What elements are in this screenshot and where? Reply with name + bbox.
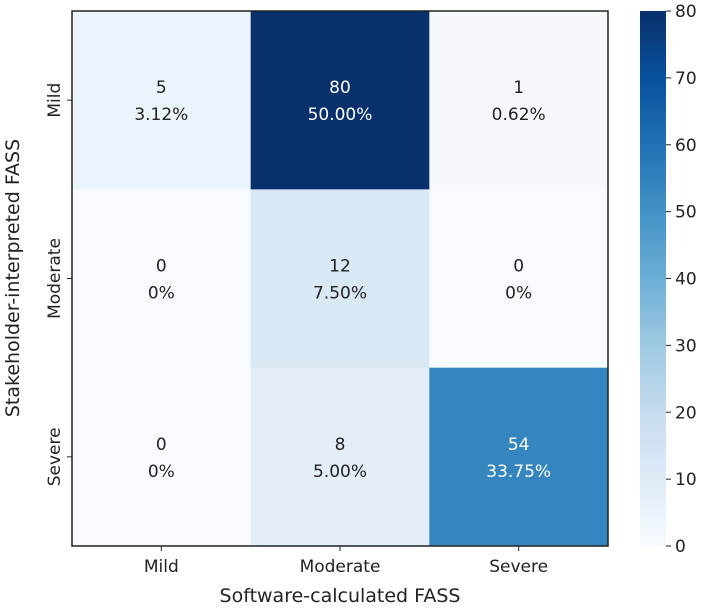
heatmap-cell-r2-c2 [429, 367, 609, 547]
heatmap-cell-r2-c0 [72, 367, 252, 547]
heatmap-cell-r0-c1 [250, 11, 430, 190]
y-tick-labels: Mild Moderate Severe [45, 83, 72, 486]
heatmap-cells: 5 3.12% 80 50.00% 1 0.62% 0 0% 12 7.50% 0 0% 0 0% 8 5.0… [72, 11, 609, 547]
cell-count-label: 12 [329, 257, 351, 277]
cell-percent-label: 7.50% [313, 284, 367, 304]
heatmap-cell-r1-c2 [429, 189, 609, 369]
colorbar-tick-label: 70 [675, 69, 697, 89]
colorbar-tick-label: 50 [675, 203, 697, 223]
heatmap-cell-r0-c2 [429, 11, 609, 190]
heatmap-cell-r0-c0 [72, 11, 252, 190]
colorbar-tick-label: 60 [675, 136, 697, 156]
cell-count-label: 0 [156, 257, 167, 277]
x-tick-label: Mild [144, 557, 179, 577]
x-axis-label: Software-calculated FASS [220, 585, 461, 607]
cell-count-label: 1 [513, 78, 524, 98]
cell-percent-label: 0% [148, 284, 175, 304]
heatmap-cell-r2-c1 [250, 367, 430, 547]
y-axis-label: Stakeholder-interpreted FASS [2, 139, 24, 417]
colorbar-ticks: 0 10 20 30 40 50 60 70 80 [666, 2, 697, 557]
y-tick-label: Severe [45, 427, 65, 486]
colorbar-tick-label: 30 [675, 336, 697, 356]
cell-count-label: 80 [329, 78, 351, 98]
colorbar-tick-label: 10 [675, 470, 697, 490]
heatmap-cell-r1-c1 [250, 189, 430, 369]
cell-percent-label: 0% [505, 284, 532, 304]
cell-percent-label: 50.00% [308, 105, 373, 125]
colorbar-tick-label: 40 [675, 270, 697, 290]
cell-count-label: 0 [156, 435, 167, 455]
colorbar [640, 11, 666, 546]
cell-count-label: 8 [335, 435, 346, 455]
cell-percent-label: 5.00% [313, 462, 367, 482]
heatmap-cell-r1-c0 [72, 189, 252, 369]
cell-count-label: 5 [156, 78, 167, 98]
colorbar-tick-label: 80 [675, 2, 697, 22]
y-tick-label: Moderate [45, 238, 65, 319]
x-tick-label: Severe [489, 557, 548, 577]
cell-percent-label: 33.75% [486, 462, 551, 482]
cell-percent-label: 3.12% [134, 105, 188, 125]
cell-percent-label: 0.62% [492, 105, 546, 125]
cell-count-label: 54 [508, 435, 530, 455]
colorbar-tick-label: 0 [675, 537, 686, 557]
y-tick-label: Mild [45, 83, 65, 118]
x-tick-label: Moderate [300, 557, 381, 577]
cell-count-label: 0 [513, 257, 524, 277]
colorbar-tick-label: 20 [675, 403, 697, 423]
cell-percent-label: 0% [148, 462, 175, 482]
x-tick-labels: Mild Moderate Severe [144, 546, 548, 577]
